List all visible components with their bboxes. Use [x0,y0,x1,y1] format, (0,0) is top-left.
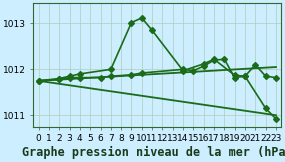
X-axis label: Graphe pression niveau de la mer (hPa): Graphe pression niveau de la mer (hPa) [22,146,285,159]
